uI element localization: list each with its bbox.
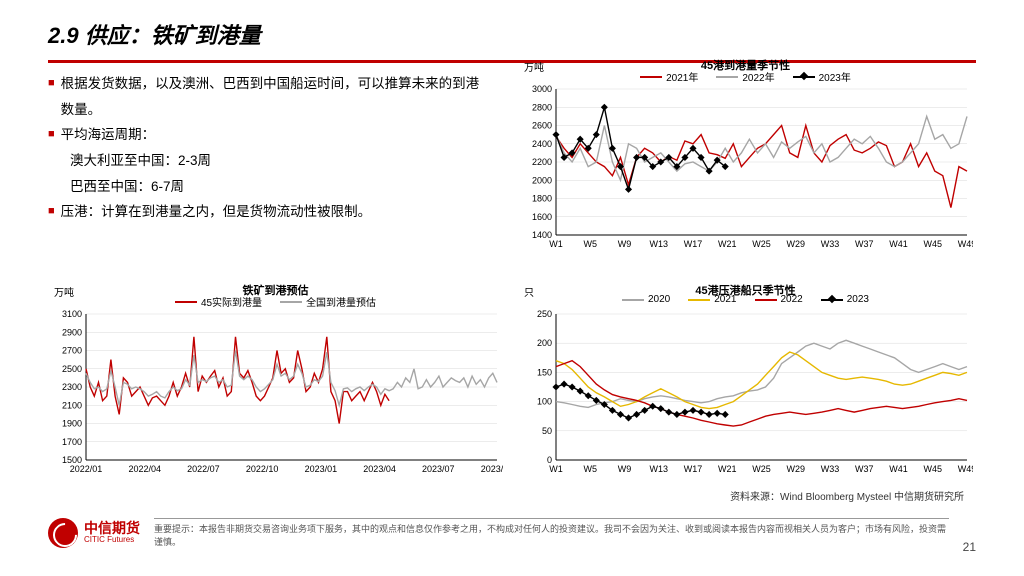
logo: 中信期货 CITIC Futures [48, 518, 140, 548]
svg-text:W45: W45 [923, 239, 942, 249]
svg-text:W17: W17 [684, 464, 703, 474]
svg-text:2200: 2200 [532, 157, 552, 167]
bullet-list: ■根据发货数据，以及澳洲、巴西到中国船运时间，可以推算未来的到港数量。 ■平均海… [48, 71, 488, 225]
source-text: 资料来源：Wind Bloomberg Mysteel 中信期货研究所 [730, 488, 964, 503]
chart-top-right: 万吨45港到港量季节性2021年2022年2023年14001600180020… [518, 63, 973, 253]
svg-text:W49: W49 [958, 464, 973, 474]
bullet-1: 根据发货数据，以及澳洲、巴西到中国船运时间，可以推算未来的到港数量。 [61, 71, 488, 122]
svg-text:W49: W49 [958, 239, 973, 249]
svg-text:W25: W25 [752, 464, 771, 474]
bullet-2: 平均海运周期： [61, 122, 156, 148]
svg-text:2500: 2500 [62, 364, 82, 374]
svg-text:250: 250 [537, 309, 552, 319]
svg-text:1900: 1900 [62, 419, 82, 429]
svg-text:W41: W41 [889, 239, 908, 249]
svg-text:1800: 1800 [532, 194, 552, 204]
svg-text:100: 100 [537, 397, 552, 407]
svg-text:W29: W29 [786, 464, 805, 474]
footer: 中信期货 CITIC Futures 重要提示：本报告非期货交易咨询业务项下服务… [0, 512, 1024, 576]
svg-text:2022/10: 2022/10 [246, 464, 279, 474]
page-number: 21 [963, 540, 976, 554]
logo-cn: 中信期货 [84, 521, 140, 536]
svg-text:2023/01: 2023/01 [305, 464, 338, 474]
svg-text:1600: 1600 [532, 212, 552, 222]
svg-text:W37: W37 [855, 239, 874, 249]
svg-text:3000: 3000 [532, 84, 552, 94]
svg-text:W21: W21 [718, 239, 737, 249]
logo-en: CITIC Futures [84, 536, 140, 545]
chart-bottom-right: 只45港压港船只季节性20202021202220230501001502002… [518, 288, 973, 478]
svg-text:3100: 3100 [62, 309, 82, 319]
bullet-2a: 澳大利亚至中国：2-3周 [48, 148, 488, 174]
svg-text:50: 50 [542, 426, 552, 436]
svg-text:W1: W1 [549, 239, 563, 249]
svg-text:W9: W9 [618, 239, 632, 249]
svg-text:2022/07: 2022/07 [187, 464, 220, 474]
svg-text:W5: W5 [584, 464, 598, 474]
svg-text:200: 200 [537, 338, 552, 348]
disclaimer: 重要提示：本报告非期货交易咨询业务项下服务，其中的观点和信息仅作参考之用，不构成… [154, 518, 949, 548]
svg-text:2100: 2100 [62, 400, 82, 410]
svg-text:2700: 2700 [62, 346, 82, 356]
svg-text:W33: W33 [821, 239, 840, 249]
svg-text:150: 150 [537, 367, 552, 377]
svg-text:W13: W13 [649, 464, 668, 474]
svg-text:W5: W5 [584, 239, 598, 249]
page-title: 2.9 供应：铁矿到港量 [48, 18, 1024, 50]
bullet-2b: 巴西至中国：6-7周 [48, 174, 488, 200]
svg-text:2022/04: 2022/04 [128, 464, 161, 474]
svg-text:2022/01: 2022/01 [70, 464, 103, 474]
svg-text:W45: W45 [923, 464, 942, 474]
svg-text:W21: W21 [718, 464, 737, 474]
svg-text:2600: 2600 [532, 121, 552, 131]
svg-text:W9: W9 [618, 464, 632, 474]
svg-text:W13: W13 [649, 239, 668, 249]
svg-text:W25: W25 [752, 239, 771, 249]
svg-text:W33: W33 [821, 464, 840, 474]
svg-text:W1: W1 [549, 464, 563, 474]
svg-text:2023/04: 2023/04 [363, 464, 396, 474]
svg-text:W41: W41 [889, 464, 908, 474]
svg-text:W29: W29 [786, 239, 805, 249]
svg-text:2800: 2800 [532, 102, 552, 112]
bullet-3: 压港：计算在到港量之内，但是货物流动性被限制。 [61, 199, 372, 225]
logo-icon [48, 518, 78, 548]
chart-bottom-left: 万吨铁矿到港预估45实际到港量全国到港量预估150017001900210023… [48, 288, 503, 478]
svg-text:W17: W17 [684, 239, 703, 249]
svg-text:2023/07: 2023/07 [422, 464, 455, 474]
svg-text:2400: 2400 [532, 139, 552, 149]
svg-text:2000: 2000 [532, 175, 552, 185]
svg-text:1700: 1700 [62, 437, 82, 447]
content-area: ■根据发货数据，以及澳洲、巴西到中国船运时间，可以推算未来的到港数量。 ■平均海… [48, 63, 976, 501]
svg-text:2900: 2900 [62, 327, 82, 337]
svg-text:2023/10: 2023/10 [481, 464, 503, 474]
svg-text:W37: W37 [855, 464, 874, 474]
svg-text:2300: 2300 [62, 382, 82, 392]
